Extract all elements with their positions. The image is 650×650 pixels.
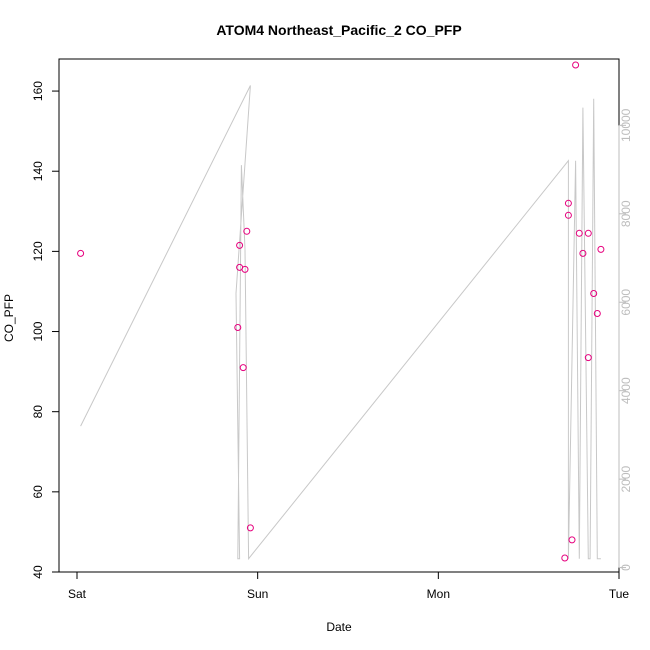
x-tick-label: Sun	[247, 587, 268, 601]
data-point	[593, 310, 601, 317]
data-point	[234, 324, 242, 331]
data-point	[241, 265, 249, 273]
y-tick-label: 60	[31, 485, 45, 499]
y2-tick-label: 10000	[619, 108, 633, 142]
x-tick-label: Mon	[427, 587, 450, 601]
data-point	[568, 536, 576, 544]
data-point	[564, 199, 572, 207]
plot-frame	[58, 58, 620, 573]
x-tick-label: Sat	[68, 587, 87, 601]
x-axis: Sat Sun Mon Tue	[68, 571, 630, 601]
data-point	[564, 211, 572, 219]
y-tick-label: 100	[31, 321, 45, 341]
series-line	[80, 85, 601, 561]
chart-title: ATOM4 Northeast_Pacific_2 CO_PFP	[216, 22, 461, 38]
y-axis-label: CO_PFP	[2, 294, 16, 342]
y-tick-label: 120	[31, 241, 45, 261]
x-axis-label: Date	[326, 620, 352, 634]
data-point	[561, 554, 569, 562]
y-tick-label: 80	[31, 405, 45, 419]
y2-tick-label: 2000	[619, 465, 633, 492]
right-axis-series	[80, 85, 601, 561]
data-point	[246, 524, 254, 532]
data-point	[77, 249, 85, 257]
co-pfp-points	[77, 61, 605, 562]
y2-tick-label: 6000	[619, 289, 633, 316]
y2-tick-label: 8000	[619, 200, 633, 227]
data-point	[584, 229, 592, 237]
y2-axis: 0 2000 4000 6000 8000 10000	[618, 108, 633, 571]
data-point	[572, 61, 580, 69]
data-point	[579, 249, 587, 257]
data-point	[597, 245, 605, 253]
data-point	[575, 229, 583, 237]
y-tick-label: 40	[31, 565, 45, 579]
y2-tick-label: 0	[619, 564, 633, 571]
x-tick-label: Tue	[609, 587, 630, 601]
data-point	[584, 354, 592, 362]
data-point	[239, 364, 247, 372]
y-axis: 40 60 80 100 120 140 160	[31, 81, 60, 579]
y2-tick-label: 4000	[619, 377, 633, 404]
y-tick-label: 140	[31, 161, 45, 181]
data-point	[243, 227, 251, 235]
data-point	[236, 241, 244, 249]
y-tick-label: 160	[31, 81, 45, 101]
data-point	[590, 290, 598, 297]
